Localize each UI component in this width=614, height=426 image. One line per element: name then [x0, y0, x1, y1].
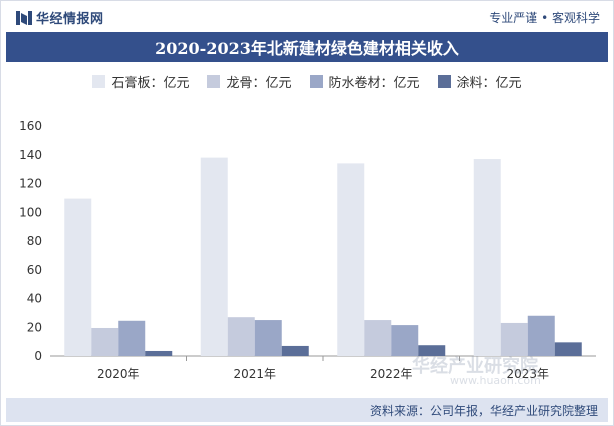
source-note: 资料来源：公司年报，华经产业研究院整理 [369, 404, 598, 418]
bar-3-2 [418, 345, 446, 356]
bar-2-0 [118, 320, 146, 356]
legend-label-1: 龙骨：亿元 [226, 75, 292, 91]
bar-0-2 [337, 163, 365, 356]
bar-1-0 [91, 327, 119, 356]
logo: 华经情报网 [16, 8, 104, 27]
legend-item-2: 防水卷材：亿元 [309, 72, 420, 91]
bar-0-1 [200, 157, 228, 356]
y-tick-label-3: 60 [27, 263, 42, 277]
bar-2-2 [391, 325, 419, 356]
y-tick-label-0: 0 [34, 349, 42, 363]
bar-1-2 [364, 320, 392, 356]
legend-swatch-1 [207, 74, 221, 88]
bar-2-3 [527, 315, 555, 356]
x-tick-label-3: 2023年 [506, 367, 549, 381]
legend-item-3: 涂料：亿元 [437, 72, 522, 91]
legend-swatch-3 [437, 74, 451, 88]
bar-0-0 [64, 198, 92, 356]
y-tick-label-5: 100 [19, 205, 42, 219]
legend-item-0: 石膏板：亿元 [92, 72, 189, 91]
y-tick-label-8: 160 [19, 119, 42, 133]
legend-label-3: 涂料：亿元 [456, 75, 522, 91]
bar-chart: 0 20 40 60 80 100 120 140 160 2020年 2021年 2022年 2023… [19, 119, 596, 381]
logo-icon [16, 10, 32, 25]
title-bar: 2020-2023年北新建材绿色建材相关收入 [6, 32, 608, 62]
bar-3-1 [281, 345, 309, 356]
bar-3-3 [554, 342, 582, 356]
legend-label-2: 防水卷材：亿元 [328, 75, 420, 91]
x-tick-label-2: 2022年 [370, 367, 413, 381]
slogan: 专业严谨 • 客观科学 [489, 11, 600, 25]
y-tick-label-7: 140 [19, 148, 42, 162]
legend-label-0: 石膏板：亿元 [111, 75, 190, 91]
chart-legend: 石膏板：亿元 龙骨：亿元 防水卷材：亿元 涂料：亿元 [0, 70, 614, 92]
x-tick-label-0: 2020年 [97, 367, 140, 381]
bar-0-3 [473, 159, 501, 356]
legend-swatch-2 [309, 74, 323, 88]
bar-2-1 [254, 320, 282, 356]
bar-1-3 [500, 322, 528, 356]
y-tick-label-6: 120 [19, 177, 42, 191]
chart-title: 2020-2023年北新建材绿色建材相关收入 [155, 39, 459, 58]
y-tick-label-4: 80 [27, 234, 42, 248]
legend-swatch-0 [92, 74, 106, 88]
logo-text: 华经情报网 [36, 12, 104, 27]
y-tick-label-1: 20 [27, 320, 42, 334]
top-bar: 华经情报网 专业严谨 • 客观科学 [0, 0, 614, 32]
legend-item-1: 龙骨：亿元 [207, 72, 292, 91]
y-tick-label-2: 40 [27, 292, 42, 306]
footer-bar: 资料来源：公司年报，华经产业研究院整理 [6, 398, 608, 422]
bar-3-0 [145, 350, 173, 356]
bar-1-1 [227, 317, 255, 356]
x-tick-label-1: 2021年 [233, 367, 276, 381]
